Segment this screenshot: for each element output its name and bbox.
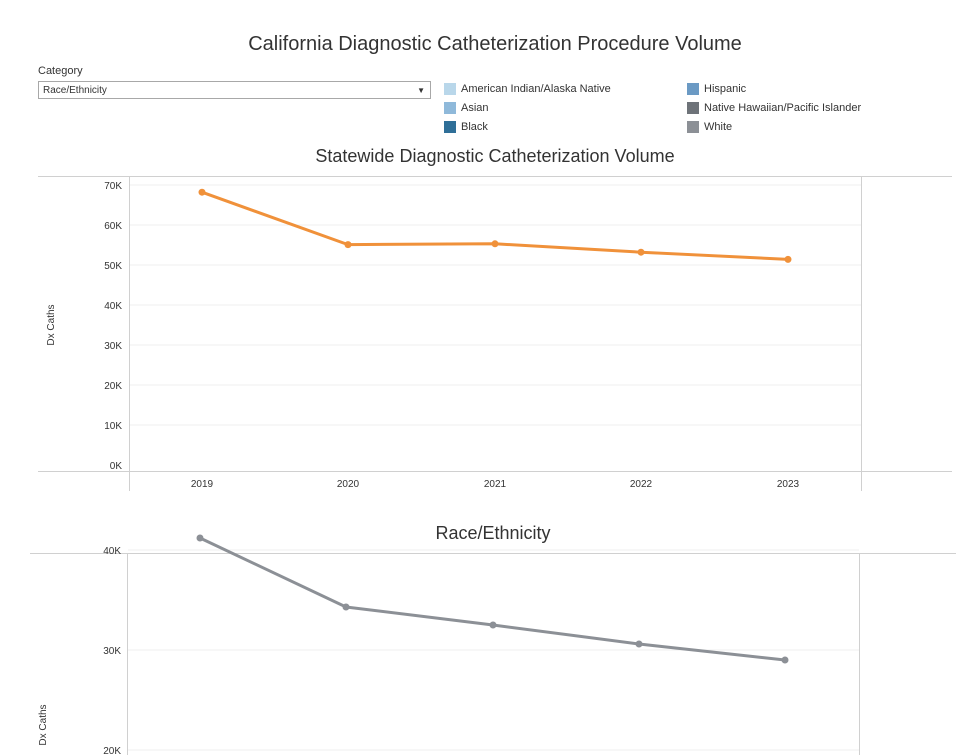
series-line — [198, 536, 787, 662]
legend-column-1: American Indian/Alaska Native Asian Blac… — [444, 82, 611, 134]
legend-swatch — [687, 83, 699, 95]
chevron-down-icon[interactable]: ▼ — [417, 86, 425, 95]
legend-label: Black — [461, 121, 488, 133]
legend-item[interactable]: Asian — [444, 101, 611, 115]
legend-label: White — [704, 121, 733, 133]
y-axis-label: Dx Caths — [38, 704, 49, 745]
page-title: California Diagnostic Catheterization Pr… — [248, 33, 742, 55]
legend-swatch — [444, 102, 456, 114]
y-tick-label: 70K — [104, 181, 122, 192]
legend-item[interactable]: Native Hawaiian/Pacific Islander — [687, 101, 861, 115]
data-point[interactable] — [491, 240, 499, 248]
chart-title: Race/Ethnicity — [435, 523, 550, 543]
legend-swatch — [444, 121, 456, 133]
y-tick-label: 0K — [110, 461, 123, 472]
legend-label: Native Hawaiian/Pacific Islander — [704, 102, 862, 114]
data-point[interactable] — [489, 621, 497, 629]
statewide-volume-chart: Statewide Diagnostic Catheterization Vol… — [38, 146, 952, 491]
legend-swatch — [444, 83, 456, 95]
legend-label: Hispanic — [704, 83, 747, 95]
y-tick-label: 40K — [103, 546, 121, 557]
legend-label: American Indian/Alaska Native — [461, 83, 611, 95]
y-tick-label: 60K — [104, 221, 122, 232]
y-tick-label: 50K — [104, 261, 122, 272]
x-tick-label: 2023 — [777, 479, 800, 490]
data-point[interactable] — [344, 241, 352, 249]
legend-item[interactable]: White — [687, 120, 861, 134]
legend-swatch — [687, 121, 699, 133]
x-tick-label: 2019 — [191, 479, 214, 490]
legend-column-2: Hispanic Native Hawaiian/Pacific Islande… — [687, 82, 861, 134]
legend-item[interactable]: Black — [444, 120, 611, 134]
category-filter-label: Category — [38, 65, 83, 77]
data-point[interactable] — [635, 640, 643, 648]
x-tick-label: 2020 — [337, 479, 360, 490]
data-point[interactable] — [781, 656, 789, 664]
y-tick-label: 40K — [104, 301, 122, 312]
data-point[interactable] — [784, 255, 792, 263]
legend-label: Asian — [461, 102, 489, 114]
legend-item[interactable]: American Indian/Alaska Native — [444, 82, 611, 96]
y-tick-label: 20K — [103, 746, 121, 755]
y-tick-label: 10K — [104, 421, 122, 432]
data-point[interactable] — [342, 603, 350, 611]
y-tick-label: 20K — [104, 381, 122, 392]
category-select[interactable]: Race/Ethnicity ▼ — [38, 81, 431, 99]
y-tick-label: 30K — [104, 341, 122, 352]
legend-swatch — [687, 102, 699, 114]
y-tick-label: 30K — [103, 646, 121, 657]
y-axis-label: Dx Caths — [46, 304, 57, 345]
series-line — [200, 190, 790, 261]
legend-item[interactable]: Hispanic — [687, 82, 861, 96]
data-point[interactable] — [196, 534, 204, 542]
chart-title: Statewide Diagnostic Catheterization Vol… — [315, 146, 674, 166]
x-tick-label: 2021 — [484, 479, 507, 490]
race-ethnicity-chart: Race/Ethnicity Dx Caths 20K 30K 40K — [30, 523, 956, 755]
x-tick-label: 2022 — [630, 479, 653, 490]
data-point[interactable] — [637, 248, 645, 256]
category-select-value: Race/Ethnicity — [43, 85, 107, 96]
data-point[interactable] — [198, 188, 206, 196]
